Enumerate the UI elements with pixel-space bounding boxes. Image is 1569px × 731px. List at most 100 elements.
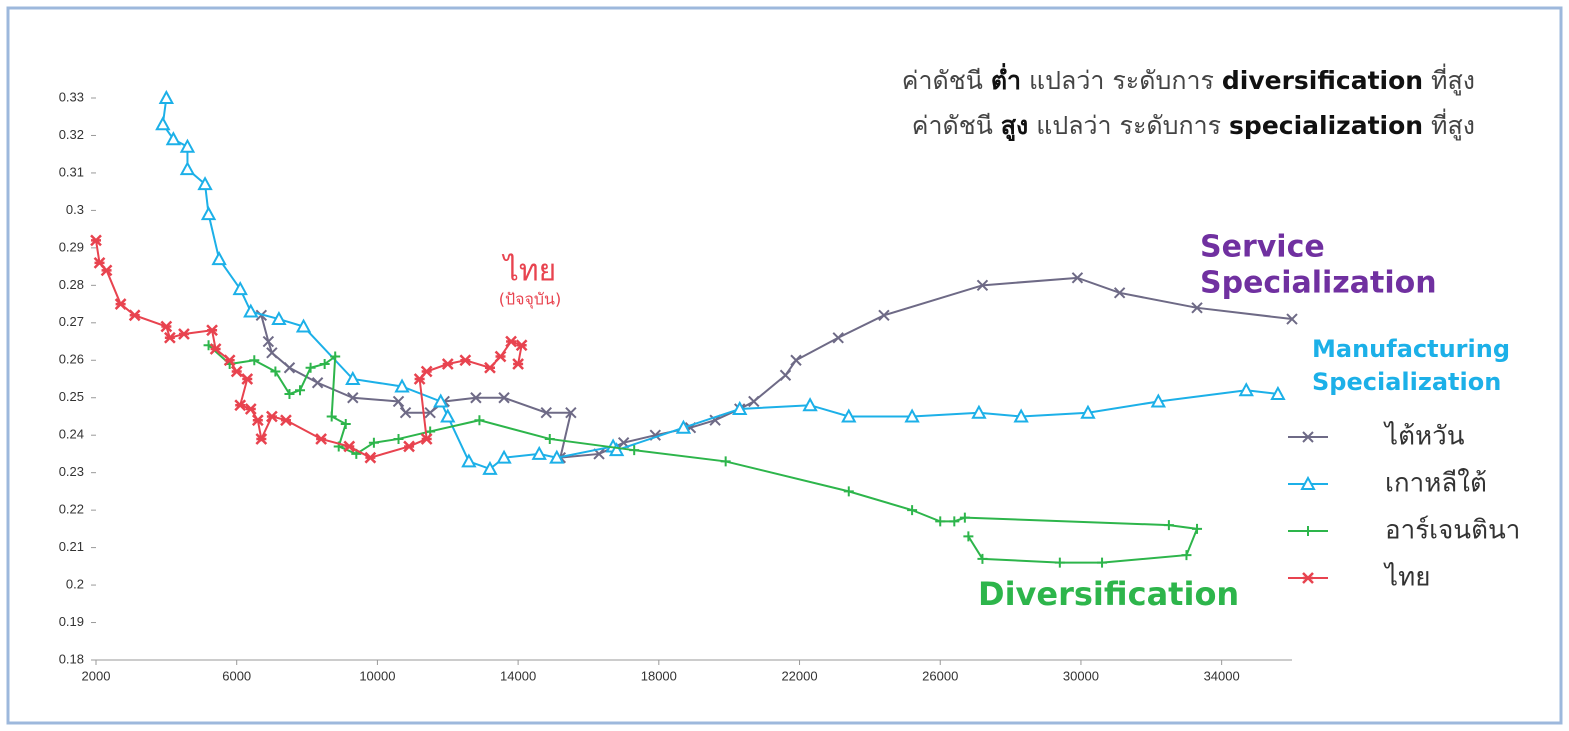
marker <box>114 298 127 310</box>
marker <box>1097 557 1108 568</box>
x-tick-label: 2000 <box>82 668 111 683</box>
marker <box>470 392 482 404</box>
marker <box>959 512 970 523</box>
marker <box>841 408 857 423</box>
marker <box>255 433 268 445</box>
y-tick-label: 0.29 <box>59 239 84 254</box>
y-tick-label: 0.21 <box>59 539 84 554</box>
legend-label: เกาหลีใต้ <box>1385 469 1487 499</box>
marker <box>315 433 328 445</box>
marker <box>368 437 379 448</box>
x-tick-label: 10000 <box>359 668 395 683</box>
marker <box>345 370 361 385</box>
marker <box>496 449 512 464</box>
annotation: Specialization <box>1200 266 1437 301</box>
marker <box>949 516 960 527</box>
marker <box>249 355 260 366</box>
marker <box>1150 393 1167 408</box>
marker <box>1300 475 1316 490</box>
marker <box>158 89 175 104</box>
marker <box>284 388 295 399</box>
marker <box>1181 550 1192 561</box>
y-tick-label: 0.26 <box>59 352 84 367</box>
note-part: สูง <box>1001 111 1028 142</box>
note: ค่าดัชนี สูง แปลว่า ระดับการ specializat… <box>912 108 1475 142</box>
marker <box>540 407 552 419</box>
marker <box>1163 520 1174 531</box>
marker <box>1303 526 1313 536</box>
marker <box>364 451 377 464</box>
marker <box>433 393 449 408</box>
marker <box>399 407 412 419</box>
annotation: Manufacturing <box>1312 335 1510 363</box>
note: ค่าดัชนี ต่ำ แปลว่า ระดับการ diversifica… <box>902 63 1475 96</box>
marker <box>271 310 287 326</box>
marker <box>223 354 236 367</box>
marker <box>319 359 330 370</box>
marker <box>420 433 433 445</box>
marker <box>244 403 257 415</box>
marker <box>720 456 731 467</box>
marker <box>1071 272 1084 284</box>
note-part: ที่สูง <box>1423 63 1475 96</box>
marker <box>283 362 296 374</box>
marker <box>340 418 351 429</box>
marker <box>280 414 292 427</box>
marker <box>1238 382 1254 397</box>
marker <box>90 234 102 247</box>
marker <box>565 407 577 419</box>
note-part: แปลว่า ระดับการ <box>1021 66 1222 95</box>
marker <box>251 414 264 427</box>
marker <box>155 116 171 131</box>
y-tick-label: 0.31 <box>59 164 84 179</box>
marker <box>748 395 760 408</box>
marker <box>832 332 844 344</box>
marker <box>474 415 485 426</box>
marker <box>512 358 525 370</box>
marker <box>1270 385 1286 400</box>
marker <box>178 328 190 340</box>
marker <box>1192 523 1203 534</box>
marker <box>1302 572 1314 584</box>
note-part: diversification <box>1222 66 1423 95</box>
marker <box>790 354 802 366</box>
marker <box>1286 313 1298 325</box>
marker <box>232 280 248 296</box>
marker <box>779 369 792 381</box>
marker <box>241 373 254 385</box>
marker <box>482 460 498 475</box>
series-line <box>260 276 1293 459</box>
marker <box>1013 408 1029 423</box>
marker <box>197 176 213 191</box>
marker <box>1302 431 1314 443</box>
x-tick-label: 18000 <box>641 668 677 683</box>
marker <box>234 399 247 412</box>
marker <box>179 161 196 176</box>
marker <box>420 365 433 378</box>
marker <box>440 408 456 423</box>
y-tick-label: 0.32 <box>59 127 84 142</box>
marker <box>347 392 359 404</box>
marker <box>270 366 281 377</box>
marker <box>1191 302 1203 314</box>
marker <box>494 350 507 363</box>
marker <box>305 362 316 373</box>
legend-label: ไต้หวัน <box>1383 421 1465 452</box>
marker <box>976 279 989 292</box>
marker <box>531 445 547 460</box>
marker <box>441 358 454 370</box>
y-tick-label: 0.19 <box>59 614 84 629</box>
x-tick-label: 14000 <box>500 668 536 683</box>
annotation: ไทย <box>502 253 556 289</box>
marker <box>732 400 748 415</box>
marker <box>1054 557 1065 568</box>
y-tick-label: 0.24 <box>59 427 84 442</box>
marker <box>393 433 404 444</box>
marker <box>206 324 218 337</box>
marker <box>243 303 259 318</box>
marker <box>128 309 141 322</box>
note-part: ที่สูง <box>1423 108 1475 141</box>
marker <box>394 378 410 393</box>
